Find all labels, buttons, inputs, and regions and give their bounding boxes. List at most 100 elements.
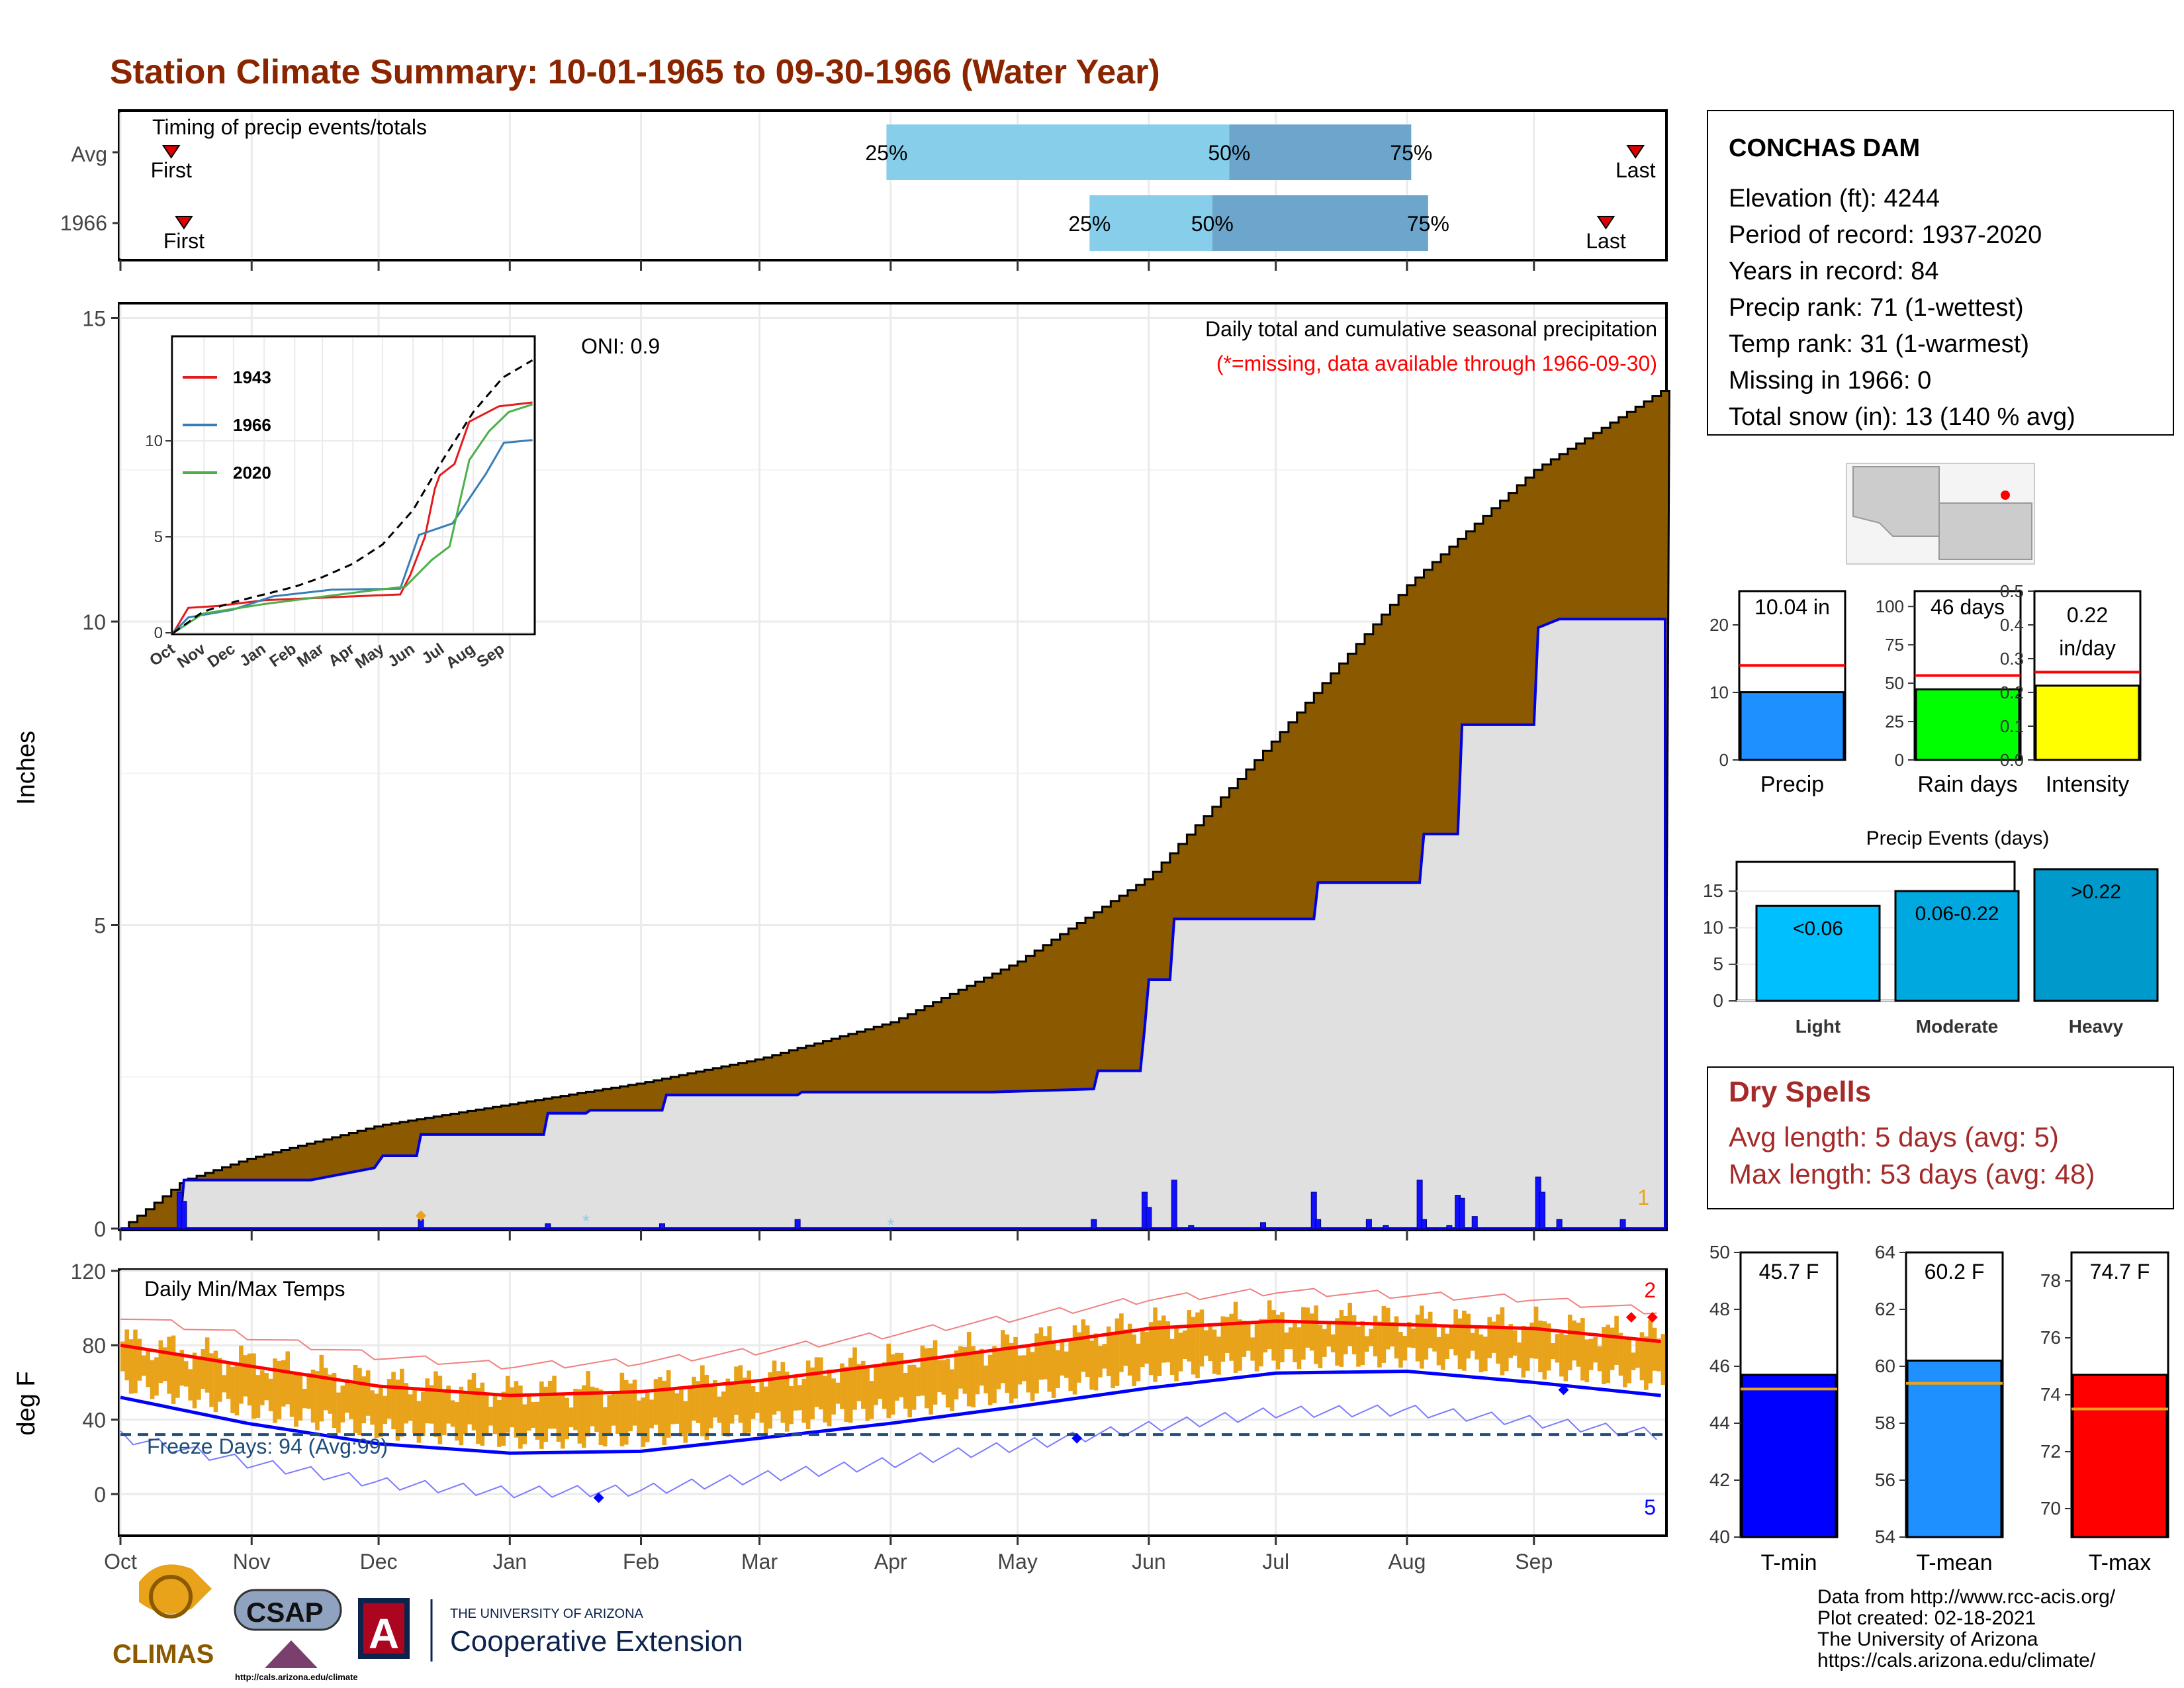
daily-temp-bar — [666, 1370, 671, 1438]
station-line: Temp rank: 31 (1-warmest) — [1729, 330, 2029, 358]
daily-temp-bar — [437, 1376, 443, 1444]
daily-temp-bar — [852, 1347, 857, 1410]
daily-temp-bar — [687, 1385, 692, 1433]
daily-temp-bar — [400, 1368, 404, 1437]
temp-summary-bar — [1906, 1359, 2003, 1538]
daily-temp-bar — [1195, 1312, 1200, 1379]
daily-temp-bar — [1512, 1330, 1518, 1356]
daily-temp-bar — [789, 1385, 794, 1425]
temp-y-label: deg F — [13, 1371, 40, 1435]
credit-line: https://cals.arizona.edu/climate/ — [1817, 1650, 2096, 1671]
daily-temp-bar — [1001, 1330, 1005, 1383]
credit-line: Data from http://www.rcc-acis.org/ — [1817, 1586, 2116, 1608]
temp-summary-tick-label: 64 — [1875, 1242, 1895, 1262]
temp-summary-tick-label: 46 — [1709, 1356, 1730, 1376]
daily-temp-bar — [209, 1353, 214, 1407]
daily-temp-bar — [632, 1380, 637, 1426]
timing-panel: Timing of precip events/totals Avg 1966 … — [60, 109, 1668, 271]
daily-temp-bar — [734, 1366, 739, 1415]
daily-temp-bar — [1525, 1327, 1530, 1371]
timing-p50-label: 50% — [1208, 141, 1250, 165]
summary-bar-label: Rain days — [1917, 772, 2017, 797]
daily-temp-bar — [840, 1363, 844, 1409]
timing-row-avg-label: Avg — [71, 142, 107, 166]
summary-value-label: in/day — [2059, 636, 2115, 660]
daily-temp-bar — [1280, 1312, 1285, 1362]
daily-temp-bar — [937, 1360, 942, 1393]
precip-corner-count: 1 — [1637, 1186, 1649, 1209]
daily-temp-bar — [649, 1399, 654, 1429]
daily-temp-bar — [408, 1394, 413, 1421]
temp-count-bottom: 5 — [1644, 1495, 1656, 1519]
csap-logo-cloud — [234, 1589, 342, 1631]
month-label: Nov — [233, 1550, 271, 1573]
daily-temp-bar — [637, 1400, 641, 1436]
station-info: CONCHAS DAM Elevation (ft): 4244 Period … — [1707, 110, 2174, 436]
daily-temp-bar — [336, 1392, 341, 1433]
daily-temp-bar — [404, 1383, 409, 1424]
temp-summary-tick-label: 62 — [1875, 1299, 1895, 1319]
daily-temp-bar — [924, 1348, 929, 1409]
daily-temp-bar — [1089, 1340, 1094, 1390]
daily-temp-bar — [814, 1357, 819, 1407]
daily-temp-bar — [861, 1360, 866, 1409]
daily-precip-bar — [1421, 1219, 1428, 1229]
daily-temp-bar — [273, 1358, 277, 1423]
record-marker — [1071, 1432, 1083, 1444]
daily-temp-bar — [1652, 1327, 1657, 1371]
daily-temp-bar — [1462, 1310, 1467, 1371]
daily-temp-bar — [332, 1373, 337, 1429]
timing-first-marker — [175, 216, 193, 230]
daily-temp-bar — [1356, 1327, 1361, 1367]
daily-temp-bar — [480, 1382, 485, 1446]
daily-temp-bar — [319, 1354, 324, 1422]
daily-temp-bar — [1242, 1321, 1247, 1357]
daily-temp-bar — [1661, 1334, 1666, 1385]
ua-logo-small-text: THE UNIVERSITY OF ARIZONA — [450, 1607, 644, 1621]
month-label: Dec — [360, 1550, 398, 1573]
precip-ytick-label: 10 — [82, 610, 106, 634]
daily-temp-bar — [510, 1387, 514, 1428]
precip-y-label: Inches — [13, 731, 40, 805]
station-line: Period of record: 1937-2020 — [1729, 221, 2042, 249]
daily-temp-bar — [1169, 1338, 1175, 1375]
daily-temp-bar — [197, 1357, 201, 1400]
daily-temp-bar — [357, 1368, 362, 1436]
daily-temp-bar — [763, 1386, 768, 1434]
record-marker — [1625, 1312, 1637, 1323]
temp-ytick-label: 80 — [82, 1334, 106, 1358]
daily-temp-bar — [844, 1366, 849, 1423]
inset-legend-label: 2020 — [233, 463, 271, 483]
daily-temp-bar — [704, 1374, 709, 1440]
daily-temp-bar — [387, 1379, 392, 1419]
daily-temp-bar — [1580, 1317, 1585, 1381]
daily-temp-bar — [1111, 1331, 1115, 1389]
summary-bar-label: Precip — [1760, 772, 1824, 797]
temp-summary-tick-label: 48 — [1709, 1299, 1730, 1319]
daily-temp-bar — [1238, 1319, 1242, 1371]
daily-temp-bar — [1178, 1333, 1183, 1372]
daily-temp-bar — [353, 1364, 358, 1433]
daily-temp-bar — [1432, 1323, 1437, 1352]
month-label: Sep — [1515, 1550, 1553, 1573]
daily-temp-bar — [1119, 1313, 1124, 1372]
snow-marker: * — [582, 1211, 590, 1231]
daily-temp-bar — [1051, 1340, 1056, 1398]
precip-ytick-label: 15 — [82, 307, 106, 331]
daily-temp-bar — [916, 1367, 921, 1397]
daily-temp-bar — [1529, 1323, 1534, 1358]
daily-temp-bar — [467, 1380, 472, 1425]
daily-temp-bar — [1212, 1329, 1217, 1374]
daily-temp-bar — [1056, 1350, 1060, 1388]
timing-q25-q50-bar — [1089, 195, 1212, 251]
daily-temp-bar — [1077, 1332, 1081, 1383]
daily-temp-bar — [1428, 1311, 1433, 1348]
daily-temp-bar — [611, 1392, 616, 1426]
daily-temp-bar — [1555, 1334, 1560, 1363]
daily-temp-bar — [455, 1402, 459, 1441]
daily-temp-bar — [565, 1397, 570, 1440]
daily-temp-bar — [561, 1393, 565, 1449]
daily-temp-bar — [1500, 1307, 1505, 1376]
daily-temp-bar — [1420, 1305, 1424, 1369]
